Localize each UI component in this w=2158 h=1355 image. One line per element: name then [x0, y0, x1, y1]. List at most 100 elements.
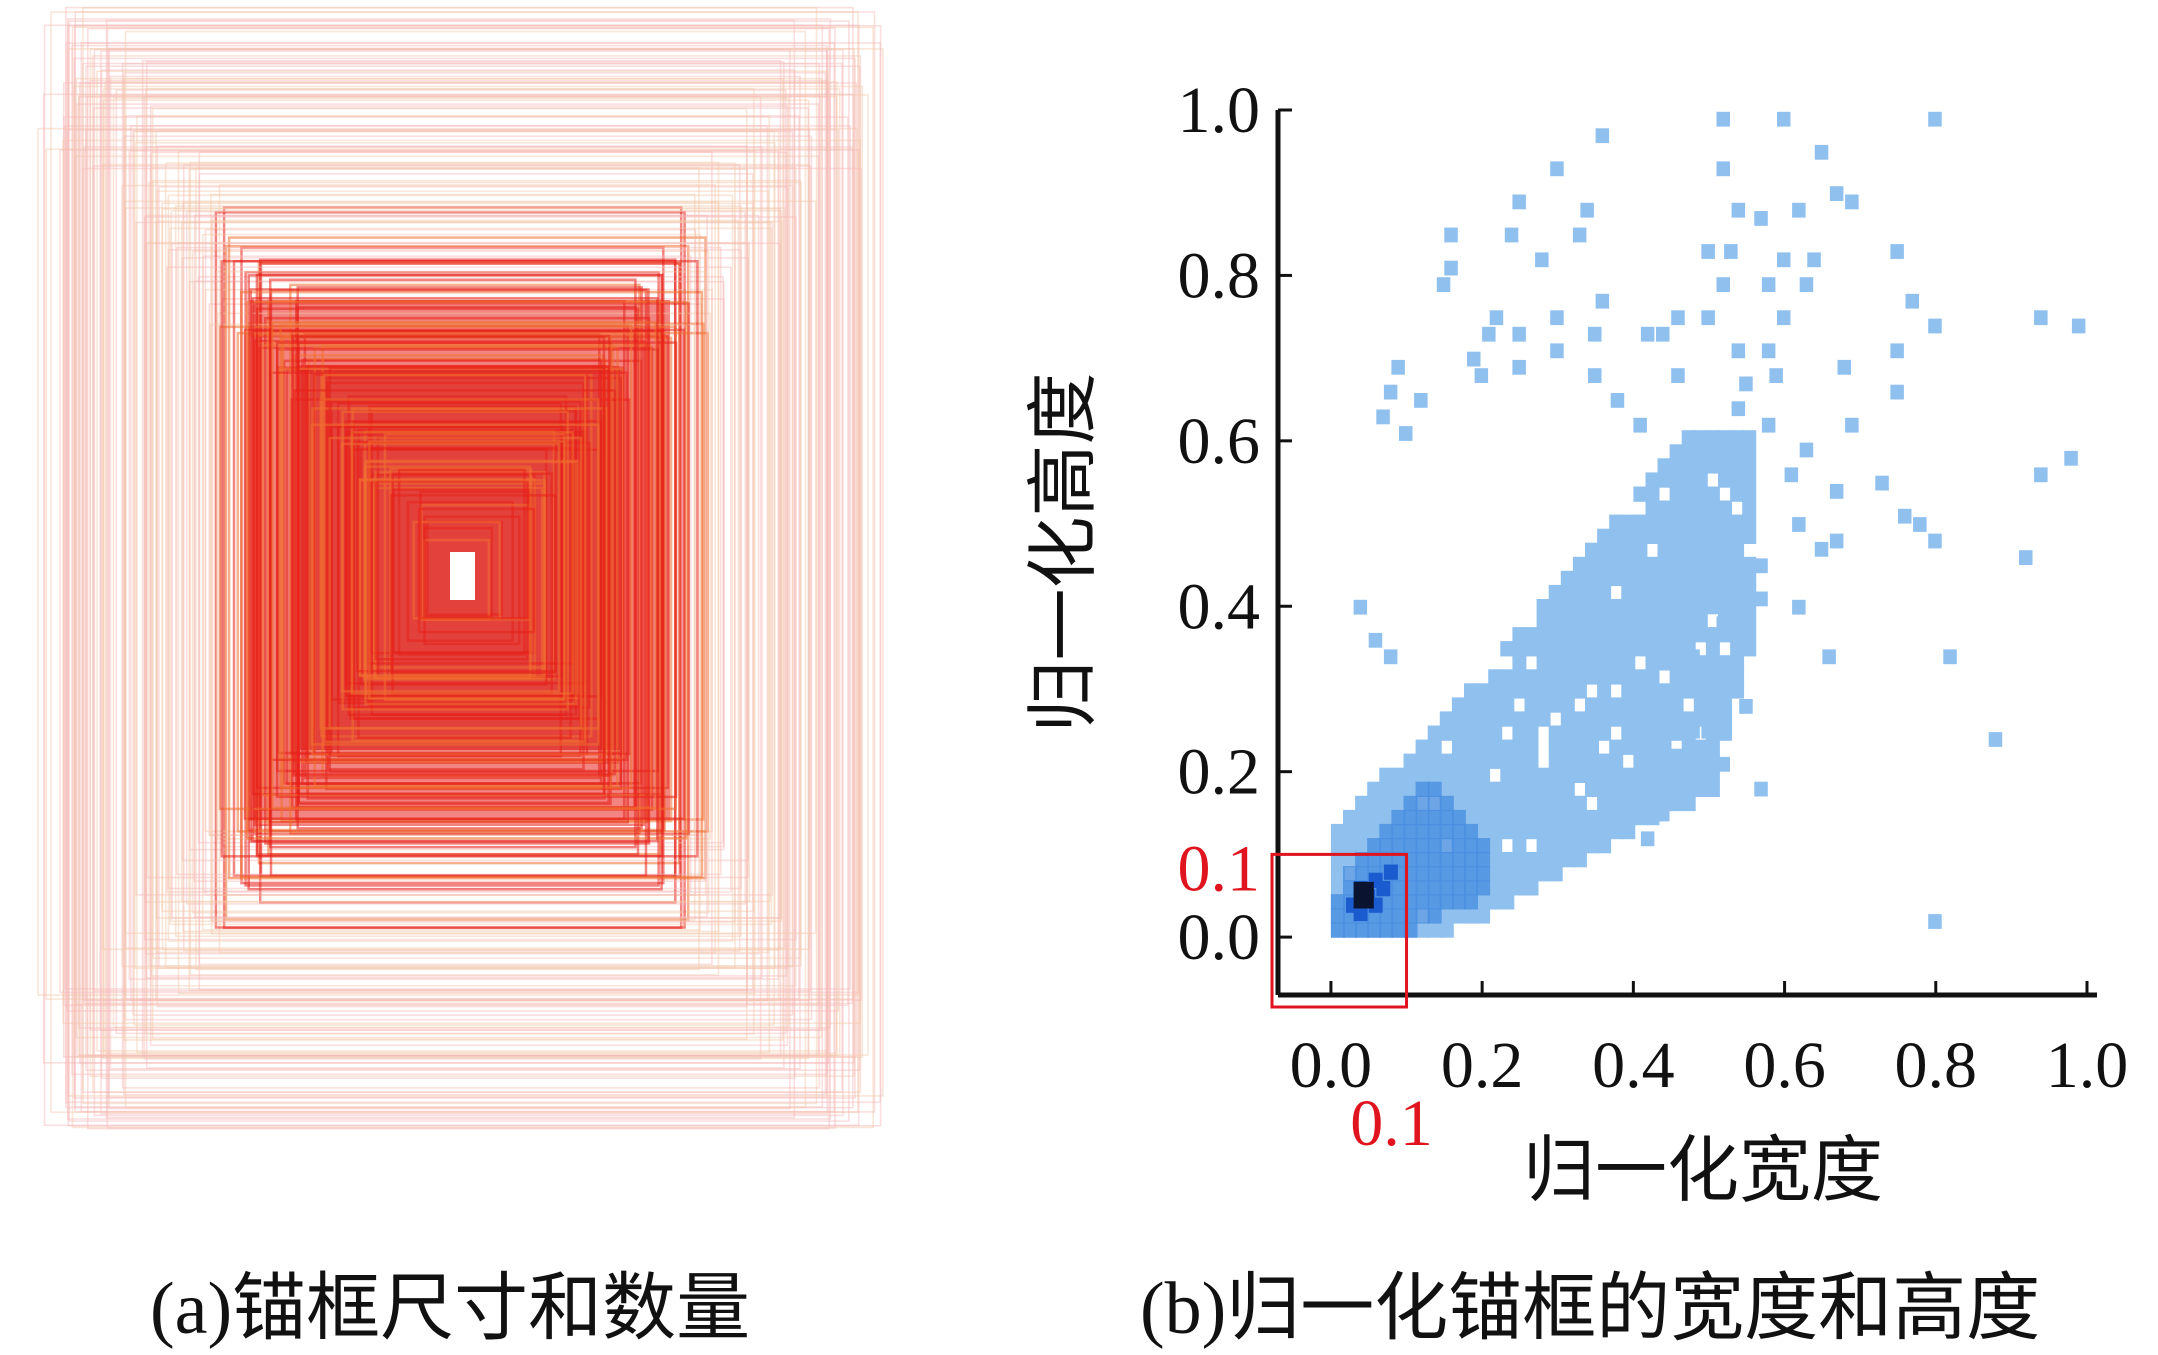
anchor-box	[145, 87, 755, 1035]
panel-b: 0.0 0.2 0.4 0.6 0.8 1.0 0.0 0.2 0.4 0.6 0.8 1.0 0.1…	[1000, 0, 2158, 1350]
heat-cell	[1379, 795, 1394, 812]
heat-cell	[1633, 556, 1648, 573]
heat-cell	[1645, 486, 1660, 502]
anchor-box	[124, 207, 786, 949]
heat-cell	[1524, 669, 1539, 685]
anchor-box	[42, 93, 855, 1064]
heat-cell	[1657, 514, 1672, 530]
anchor-box	[65, 6, 854, 1109]
heat-cell-mid	[1427, 809, 1442, 826]
heat-cell	[1524, 683, 1539, 699]
anchor-box	[210, 193, 696, 921]
anchor-box	[135, 221, 774, 896]
heat-cell	[1681, 570, 1696, 587]
heat-cell-mid	[1451, 838, 1466, 854]
anchor-box	[143, 95, 762, 1060]
anchor-box	[144, 241, 751, 903]
heat-cell	[1451, 711, 1466, 727]
heat-cell	[1730, 430, 1745, 446]
anchor-box	[100, 69, 796, 1080]
heat-cell	[1609, 570, 1624, 587]
heat-point	[1988, 732, 2003, 747]
heat-cell	[1609, 627, 1624, 643]
heat-cell	[1597, 641, 1612, 657]
heat-point	[1383, 384, 1398, 400]
heat-cell	[1488, 880, 1503, 896]
anchor-box	[82, 167, 862, 1001]
anchor-box	[201, 233, 701, 931]
heat-cell	[1609, 697, 1624, 713]
anchor-box	[271, 320, 658, 809]
heat-cell	[1524, 641, 1539, 657]
heat-cell	[1730, 584, 1745, 601]
heat-cell	[1681, 542, 1696, 558]
anchor-box	[85, 128, 811, 1002]
heat-cell	[1585, 556, 1599, 573]
heat-cell	[1548, 838, 1563, 854]
anchor-box	[112, 97, 790, 1029]
heat-cell	[1391, 781, 1406, 797]
heat-cell-mid	[1427, 908, 1442, 924]
heat-cell	[1693, 767, 1708, 783]
heat-cell	[1572, 795, 1587, 812]
heat-cell	[1524, 697, 1539, 713]
heat-cell	[1330, 880, 1345, 896]
heat-cell	[1597, 697, 1612, 713]
heat-cell	[1597, 795, 1612, 812]
heat-cell	[1645, 570, 1660, 587]
heat-cell	[1645, 767, 1660, 783]
heat-cell	[1730, 655, 1745, 671]
heat-point	[1829, 186, 1844, 201]
heat-cell	[1500, 669, 1515, 685]
highlight-box	[1270, 852, 1409, 1009]
heat-point	[1761, 343, 1776, 359]
anchor-box	[155, 130, 780, 1002]
heat-cell	[1742, 472, 1757, 488]
heat-cell	[1705, 528, 1720, 544]
heat-cell	[1669, 458, 1684, 474]
heat-cell	[1730, 570, 1745, 587]
heat-cell	[1597, 669, 1612, 685]
heat-cell	[1657, 556, 1672, 573]
anchor-box	[149, 105, 789, 1047]
heat-point	[1777, 111, 1791, 127]
heat-cell	[1742, 430, 1757, 446]
heat-point	[1784, 467, 1799, 483]
anchor-box	[75, 77, 823, 1039]
heat-cell	[1488, 697, 1503, 713]
heat-point	[1603, 765, 1617, 780]
panel-a: (a)锚框尺寸和数量	[0, 0, 1000, 1350]
heat-cell	[1609, 641, 1624, 657]
heat-point	[1436, 277, 1451, 292]
heat-cell	[1742, 486, 1757, 502]
heat-cell-mid	[1439, 866, 1454, 882]
heat-cell	[1742, 556, 1757, 573]
heat-cell	[1427, 739, 1442, 755]
heat-cell	[1500, 894, 1515, 910]
heat-cell-mid	[1355, 922, 1370, 938]
heat-cell	[1609, 542, 1624, 558]
heat-cell	[1464, 781, 1478, 797]
heat-cell	[1439, 908, 1454, 924]
heat-cell	[1645, 627, 1660, 643]
heat-cell	[1609, 823, 1624, 840]
anchor-box	[171, 242, 781, 919]
anchor-box	[73, 57, 856, 1099]
heat-point	[1376, 409, 1390, 425]
heat-cell-mid	[1379, 894, 1394, 910]
tick-labels: 0.0 0.2 0.4 0.6 0.8 1.0 0.0 0.2 0.4 0.6 0.8 1.0	[1178, 74, 2129, 1102]
heat-cell	[1560, 584, 1575, 601]
anchor-box	[211, 215, 736, 923]
heat-cell	[1669, 514, 1684, 530]
heat-cell-mid	[1427, 795, 1442, 812]
heat-cell	[1451, 767, 1466, 783]
heat-cell	[1645, 683, 1660, 699]
heat-cell	[1367, 823, 1382, 840]
heat-cell	[1524, 852, 1539, 868]
anchor-box	[204, 228, 697, 896]
heat-cell	[1403, 767, 1418, 783]
anchor-box	[158, 186, 789, 969]
anchor-box	[87, 27, 831, 1130]
heat-cell	[1597, 809, 1612, 826]
heat-cell	[1693, 528, 1708, 544]
